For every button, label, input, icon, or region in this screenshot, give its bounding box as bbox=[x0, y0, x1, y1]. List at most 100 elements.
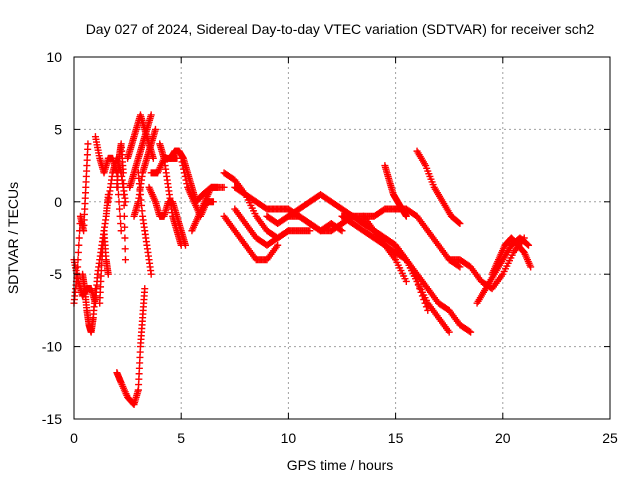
data-point bbox=[523, 240, 531, 248]
series-arc19 bbox=[188, 183, 222, 235]
y-tick-label: -5 bbox=[50, 266, 63, 282]
data-point bbox=[182, 176, 190, 184]
data-point bbox=[121, 198, 129, 206]
series-arc30 bbox=[392, 205, 464, 271]
data-point bbox=[120, 180, 128, 188]
x-tick-label: 5 bbox=[177, 430, 185, 446]
data-point bbox=[120, 201, 128, 209]
data-point bbox=[121, 256, 129, 264]
grid bbox=[74, 57, 610, 419]
data-point bbox=[121, 245, 129, 253]
data-point bbox=[445, 328, 453, 336]
x-tick-label: 10 bbox=[281, 430, 297, 446]
data-point bbox=[420, 296, 428, 304]
data-point bbox=[121, 234, 129, 242]
data-point bbox=[183, 180, 191, 188]
data-point bbox=[74, 248, 82, 256]
data-point bbox=[465, 327, 473, 335]
series-arc12 bbox=[130, 125, 159, 220]
axis-ticks: 0 5 10 15 20 25 -15 -10 -5 0 5 10 bbox=[42, 49, 618, 446]
x-tick-label: 15 bbox=[388, 430, 404, 446]
series-arc29 bbox=[359, 212, 410, 285]
series-arc5 bbox=[96, 227, 112, 307]
data-point bbox=[274, 241, 282, 249]
data-point bbox=[178, 158, 186, 166]
data-point bbox=[180, 165, 188, 173]
series-arc13 bbox=[134, 169, 155, 278]
series-arc21 bbox=[231, 183, 292, 242]
data-point bbox=[456, 220, 464, 228]
series-arc31 bbox=[381, 162, 410, 220]
data-point bbox=[177, 241, 185, 249]
series-arc18 bbox=[177, 154, 217, 220]
data-point bbox=[402, 212, 410, 220]
data-point bbox=[417, 288, 425, 296]
data-point bbox=[455, 219, 463, 227]
data-point bbox=[181, 172, 189, 180]
data-point bbox=[117, 227, 125, 235]
x-tick-label: 20 bbox=[495, 430, 511, 446]
y-axis-label: SDTVAR / TECUs bbox=[5, 182, 21, 294]
chart-title: Day 027 of 2024, Sidereal Day-to-day VTE… bbox=[86, 21, 595, 37]
data-point bbox=[116, 205, 124, 213]
series-arc14 bbox=[145, 183, 189, 249]
data-point bbox=[177, 154, 185, 162]
series-arc23 bbox=[220, 212, 282, 264]
data-point bbox=[147, 111, 155, 119]
data-point bbox=[402, 277, 410, 285]
x-tick-label: 25 bbox=[602, 430, 618, 446]
series-arc26 bbox=[338, 212, 475, 336]
y-tick-label: 0 bbox=[54, 194, 62, 210]
y-tick-label: 10 bbox=[46, 49, 62, 65]
data-point bbox=[338, 227, 346, 235]
series-arc3 bbox=[79, 270, 99, 336]
data-point bbox=[75, 234, 83, 242]
data-point bbox=[117, 220, 125, 228]
x-tick-label: 0 bbox=[70, 430, 78, 446]
data-point bbox=[115, 198, 123, 206]
data-point bbox=[306, 227, 314, 235]
data-point bbox=[121, 223, 129, 231]
series-arc22 bbox=[231, 205, 314, 249]
y-tick-label: -15 bbox=[42, 411, 62, 427]
series-arc7 bbox=[113, 140, 129, 264]
data-point bbox=[220, 183, 228, 191]
y-tick-label: -10 bbox=[42, 339, 62, 355]
data-point bbox=[418, 292, 426, 300]
data-point bbox=[456, 263, 464, 271]
data-point bbox=[414, 281, 422, 289]
data-point bbox=[119, 169, 127, 177]
data-point bbox=[151, 125, 159, 133]
data-point bbox=[180, 169, 188, 177]
plot-frame bbox=[73, 56, 611, 420]
data-point bbox=[455, 262, 463, 270]
data-point bbox=[84, 140, 92, 148]
data-point bbox=[75, 241, 83, 249]
data-point bbox=[104, 270, 112, 278]
data-point bbox=[120, 191, 128, 199]
data-point bbox=[179, 162, 187, 170]
data-point bbox=[209, 198, 217, 206]
series-arc16 bbox=[156, 140, 185, 249]
data-point bbox=[74, 263, 82, 271]
data-point bbox=[74, 256, 82, 264]
data-point bbox=[467, 328, 475, 336]
data-point bbox=[527, 263, 535, 271]
data-point bbox=[413, 277, 421, 285]
series-arc11 bbox=[126, 111, 155, 191]
series-arc9 bbox=[134, 285, 149, 394]
data-point bbox=[424, 306, 432, 314]
data-marks bbox=[70, 111, 535, 409]
data-point bbox=[214, 183, 222, 191]
y-tick-label: 5 bbox=[54, 121, 62, 137]
data-point bbox=[240, 190, 248, 198]
data-point bbox=[525, 241, 533, 249]
series-arc8 bbox=[113, 369, 142, 409]
data-point bbox=[422, 303, 430, 311]
data-point bbox=[91, 285, 99, 293]
x-axis-label: GPS time / hours bbox=[287, 457, 394, 473]
series-arc32 bbox=[413, 147, 464, 228]
data-point bbox=[120, 212, 128, 220]
data-point bbox=[147, 270, 155, 278]
